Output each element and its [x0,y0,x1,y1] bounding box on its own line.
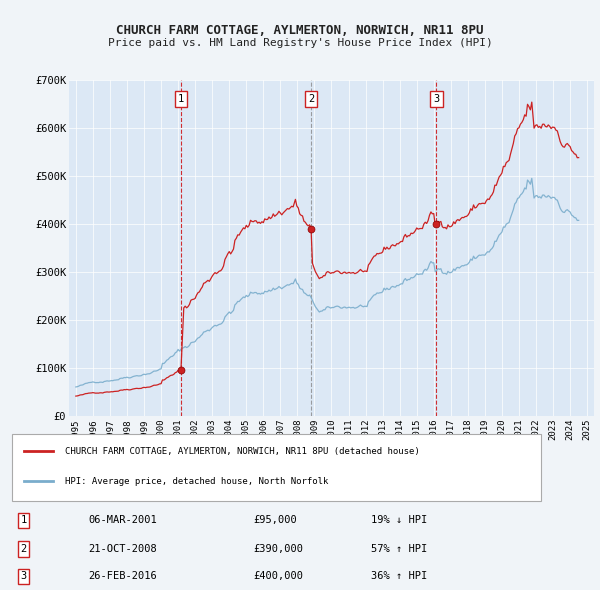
Text: 26-FEB-2016: 26-FEB-2016 [88,571,157,581]
Text: 3: 3 [20,571,27,581]
Text: 2: 2 [308,94,314,104]
Text: 1: 1 [20,516,27,525]
Text: £390,000: £390,000 [253,544,303,554]
Text: CHURCH FARM COTTAGE, AYLMERTON, NORWICH, NR11 8PU: CHURCH FARM COTTAGE, AYLMERTON, NORWICH,… [116,24,484,37]
Text: CHURCH FARM COTTAGE, AYLMERTON, NORWICH, NR11 8PU (detached house): CHURCH FARM COTTAGE, AYLMERTON, NORWICH,… [65,447,419,455]
Text: 2: 2 [20,544,27,554]
Text: 3: 3 [433,94,439,104]
FancyBboxPatch shape [12,434,541,502]
Text: 36% ↑ HPI: 36% ↑ HPI [371,571,427,581]
Text: 57% ↑ HPI: 57% ↑ HPI [371,544,427,554]
Text: 21-OCT-2008: 21-OCT-2008 [88,544,157,554]
Text: 1: 1 [178,94,184,104]
Text: 06-MAR-2001: 06-MAR-2001 [88,516,157,525]
Text: Price paid vs. HM Land Registry's House Price Index (HPI): Price paid vs. HM Land Registry's House … [107,38,493,48]
Text: £95,000: £95,000 [253,516,297,525]
Text: HPI: Average price, detached house, North Norfolk: HPI: Average price, detached house, Nort… [65,477,328,486]
Text: £400,000: £400,000 [253,571,303,581]
Text: 19% ↓ HPI: 19% ↓ HPI [371,516,427,525]
